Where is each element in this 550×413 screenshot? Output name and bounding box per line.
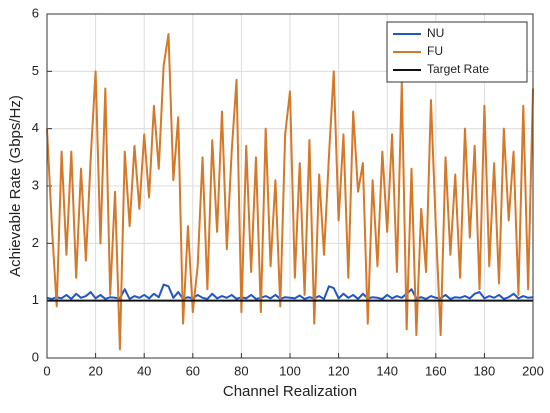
x-tick-label: 180: [474, 363, 496, 378]
y-tick-label: 4: [32, 120, 39, 135]
x-tick-label: 0: [43, 363, 50, 378]
x-tick-label: 140: [376, 363, 398, 378]
plot-frame: [46, 13, 534, 359]
y-tick-label: 3: [32, 177, 39, 192]
x-tick-label: 160: [425, 363, 447, 378]
x-axis-label: Channel Realization: [223, 383, 357, 400]
series-line: [46, 283, 534, 300]
x-tick-label: 100: [279, 363, 301, 378]
y-tick-label: 0: [32, 349, 39, 364]
y-tick-label: 6: [32, 5, 39, 20]
x-tick-label: 200: [522, 363, 544, 378]
y-tick-label: 1: [32, 292, 39, 307]
x-tick-label: 120: [328, 363, 350, 378]
y-tick-label: 2: [32, 235, 39, 250]
x-tick-label: 20: [88, 363, 102, 378]
x-tick-label: 40: [137, 363, 151, 378]
x-tick-label: 60: [186, 363, 200, 378]
x-tick-label: 80: [234, 363, 248, 378]
series-line: [46, 33, 534, 351]
legend-label: FU: [427, 44, 443, 58]
y-axis-label: Achievable Rate (Gbps/Hz): [7, 95, 24, 277]
y-tick-label: 5: [32, 63, 39, 78]
legend-label: NU: [427, 26, 444, 40]
legend-label: Target Rate: [427, 62, 489, 76]
